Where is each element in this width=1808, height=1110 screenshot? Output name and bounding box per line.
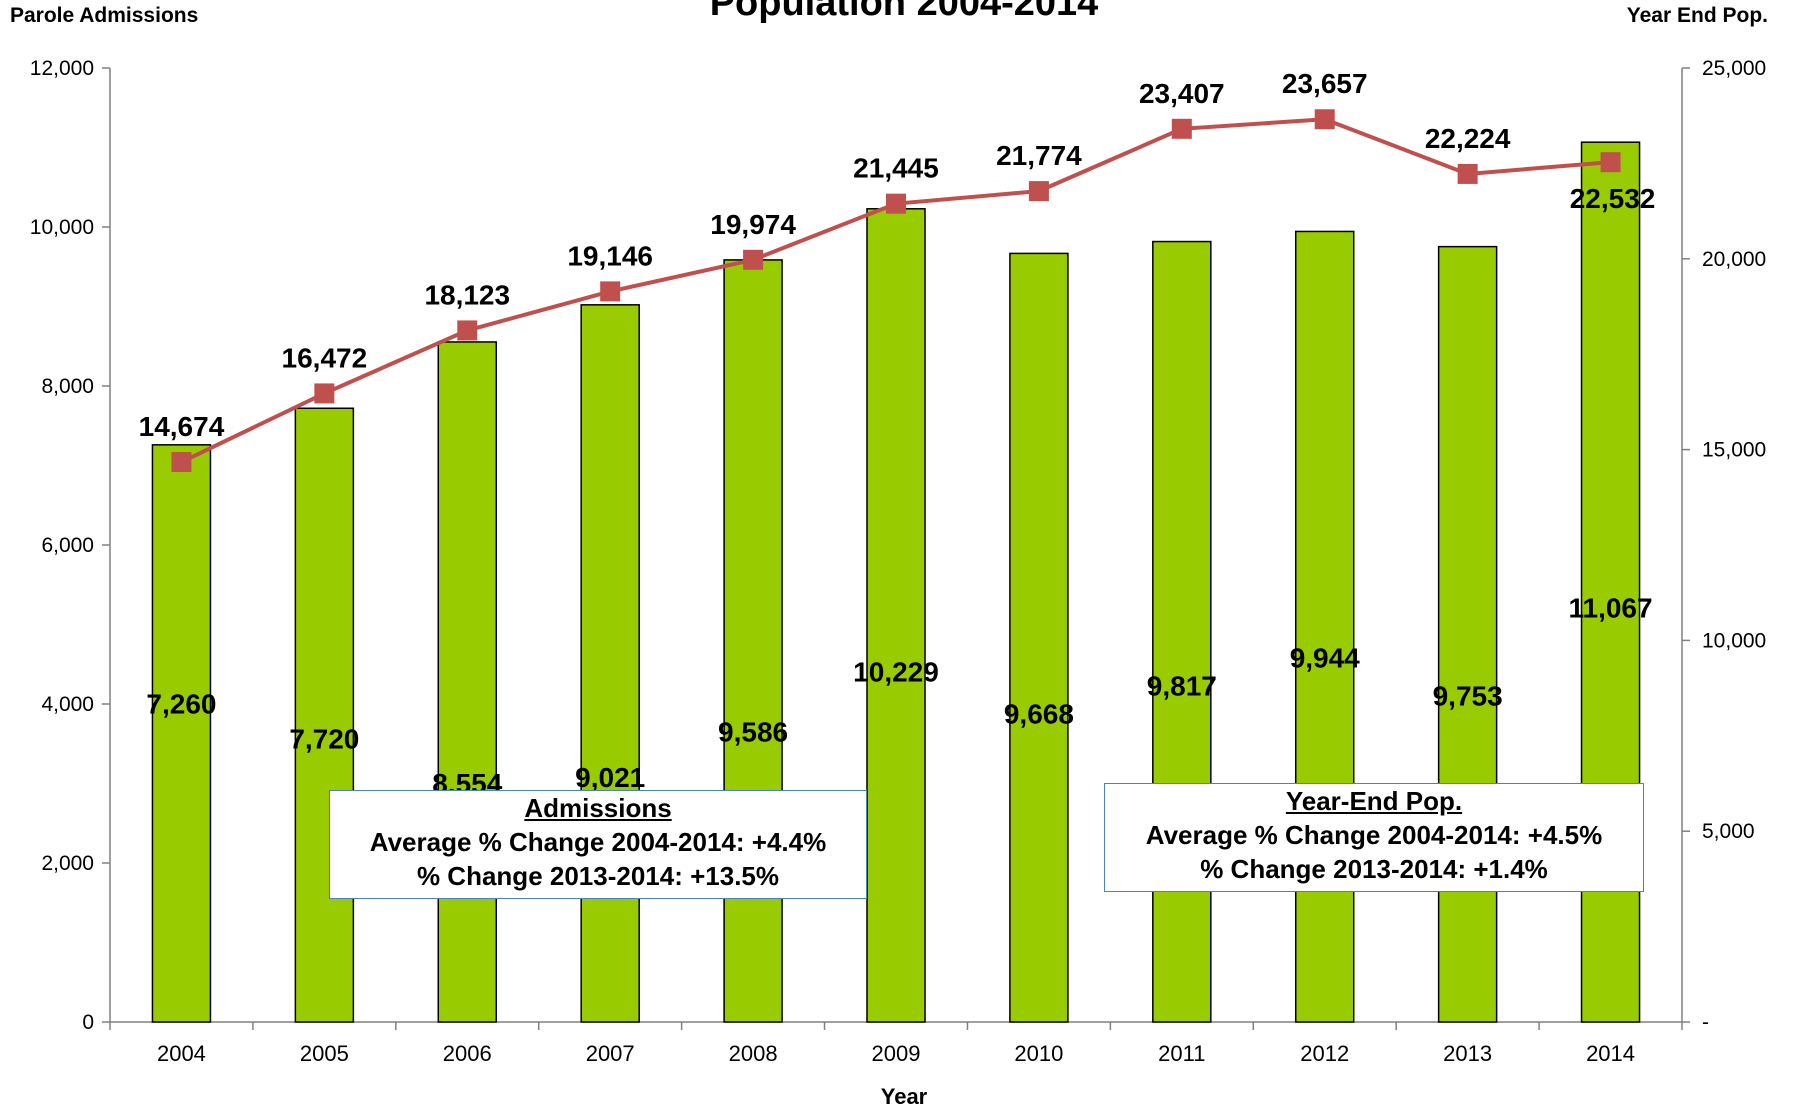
x-tick-label: 2012 [1300,1041,1349,1066]
line-point-marker [1457,163,1478,184]
line-value-label: 16,472 [282,342,368,373]
x-tick-label: 2014 [1586,1041,1635,1066]
population-note-line2: % Change 2013-2014: +1.4% [1200,854,1548,884]
line-point-marker [1314,109,1335,130]
right-tick-label: 15,000 [1702,439,1766,462]
line-point-marker [1171,118,1192,139]
left-tick-label: 2,000 [41,852,94,875]
x-tick-label: 2011 [1158,1041,1205,1066]
line-point-marker [1600,152,1621,173]
x-tick-label: 2004 [157,1041,206,1066]
admissions-note: Admissions Average % Change 2004-2014: +… [329,790,867,899]
right-tick-label: 20,000 [1702,248,1766,271]
bar [1437,245,1498,1023]
line-value-label: 14,674 [139,411,225,442]
line-point-marker [314,383,335,404]
bar-value-label: 9,944 [1290,642,1360,673]
bar [1009,252,1069,1023]
line-point-marker [600,281,621,302]
left-tick-label: 6,000 [41,534,94,557]
admissions-note-line2: % Change 2013-2014: +13.5% [416,861,780,891]
left-tick-label: 4,000 [41,693,94,716]
right-tick-label: 25,000 [1702,57,1766,80]
x-tick-label: 2005 [300,1041,349,1066]
x-tick-label: 2006 [443,1041,492,1066]
bar [1294,230,1355,1023]
line-point-marker [886,193,906,214]
bar-value-label: 9,021 [575,762,645,793]
bar-value-label: 9,586 [718,716,788,747]
admissions-note-heading: Admissions [524,793,672,823]
right-tick-label: 10,000 [1702,629,1766,652]
right-axis-title: Year End Pop. [1626,4,1768,27]
bar-value-label: 9,668 [1004,699,1074,730]
bar-value-label: 7,720 [289,724,359,755]
left-tick-label: 10,000 [30,216,94,239]
bar-value-label: 9,753 [1433,680,1503,711]
left-tick-label: 12,000 [30,57,94,80]
x-tick-label: 2007 [586,1041,635,1066]
bar-value-label: 11,067 [1568,592,1652,623]
line-point-marker [1028,181,1049,202]
x-tick-label: 2009 [872,1041,921,1066]
line-value-label: 18,123 [424,279,510,310]
left-tick-label: 8,000 [41,375,94,398]
chart-title: Population 2004-2014 [709,0,1099,24]
line-value-label: 21,774 [996,140,1082,171]
bar-value-label: 9,817 [1147,670,1217,701]
bar [723,259,783,1023]
right-tick-label: - [1702,1011,1709,1034]
bar [580,304,640,1023]
bar-value-label: 7,260 [146,689,216,720]
bar-value-label: 10,229 [853,656,939,687]
bar [1152,240,1212,1023]
line-value-label: 19,146 [567,240,653,271]
line-value-label: 22,532 [1570,183,1656,214]
line-point-marker [743,249,764,270]
line-value-label: 21,445 [853,153,939,184]
admissions-note-line1: Average % Change 2004-2014: +4.4% [369,827,827,857]
bar [437,341,498,1023]
line-value-label: 22,224 [1425,123,1511,154]
line-value-label: 23,657 [1282,68,1368,99]
right-tick-label: 5,000 [1702,820,1755,843]
population-note: Year-End Pop. Average % Change 2004-2014… [1104,783,1644,892]
x-axis-label: Year [880,1084,928,1109]
x-tick-label: 2010 [1014,1041,1063,1066]
population-note-heading: Year-End Pop. [1285,786,1463,816]
left-tick-label: 0 [82,1011,94,1034]
population-note-line1: Average % Change 2004-2014: +4.5% [1145,820,1603,850]
line-value-label: 23,407 [1139,78,1225,109]
x-tick-label: 2008 [729,1041,778,1066]
left-axis-title: Parole Admissions [10,4,199,27]
bar [294,407,355,1023]
line-value-label: 19,974 [710,209,796,240]
line-point-marker [171,452,192,473]
bar [151,444,212,1023]
line-point-marker [457,320,478,341]
bar [866,208,926,1023]
x-tick-label: 2013 [1443,1041,1492,1066]
